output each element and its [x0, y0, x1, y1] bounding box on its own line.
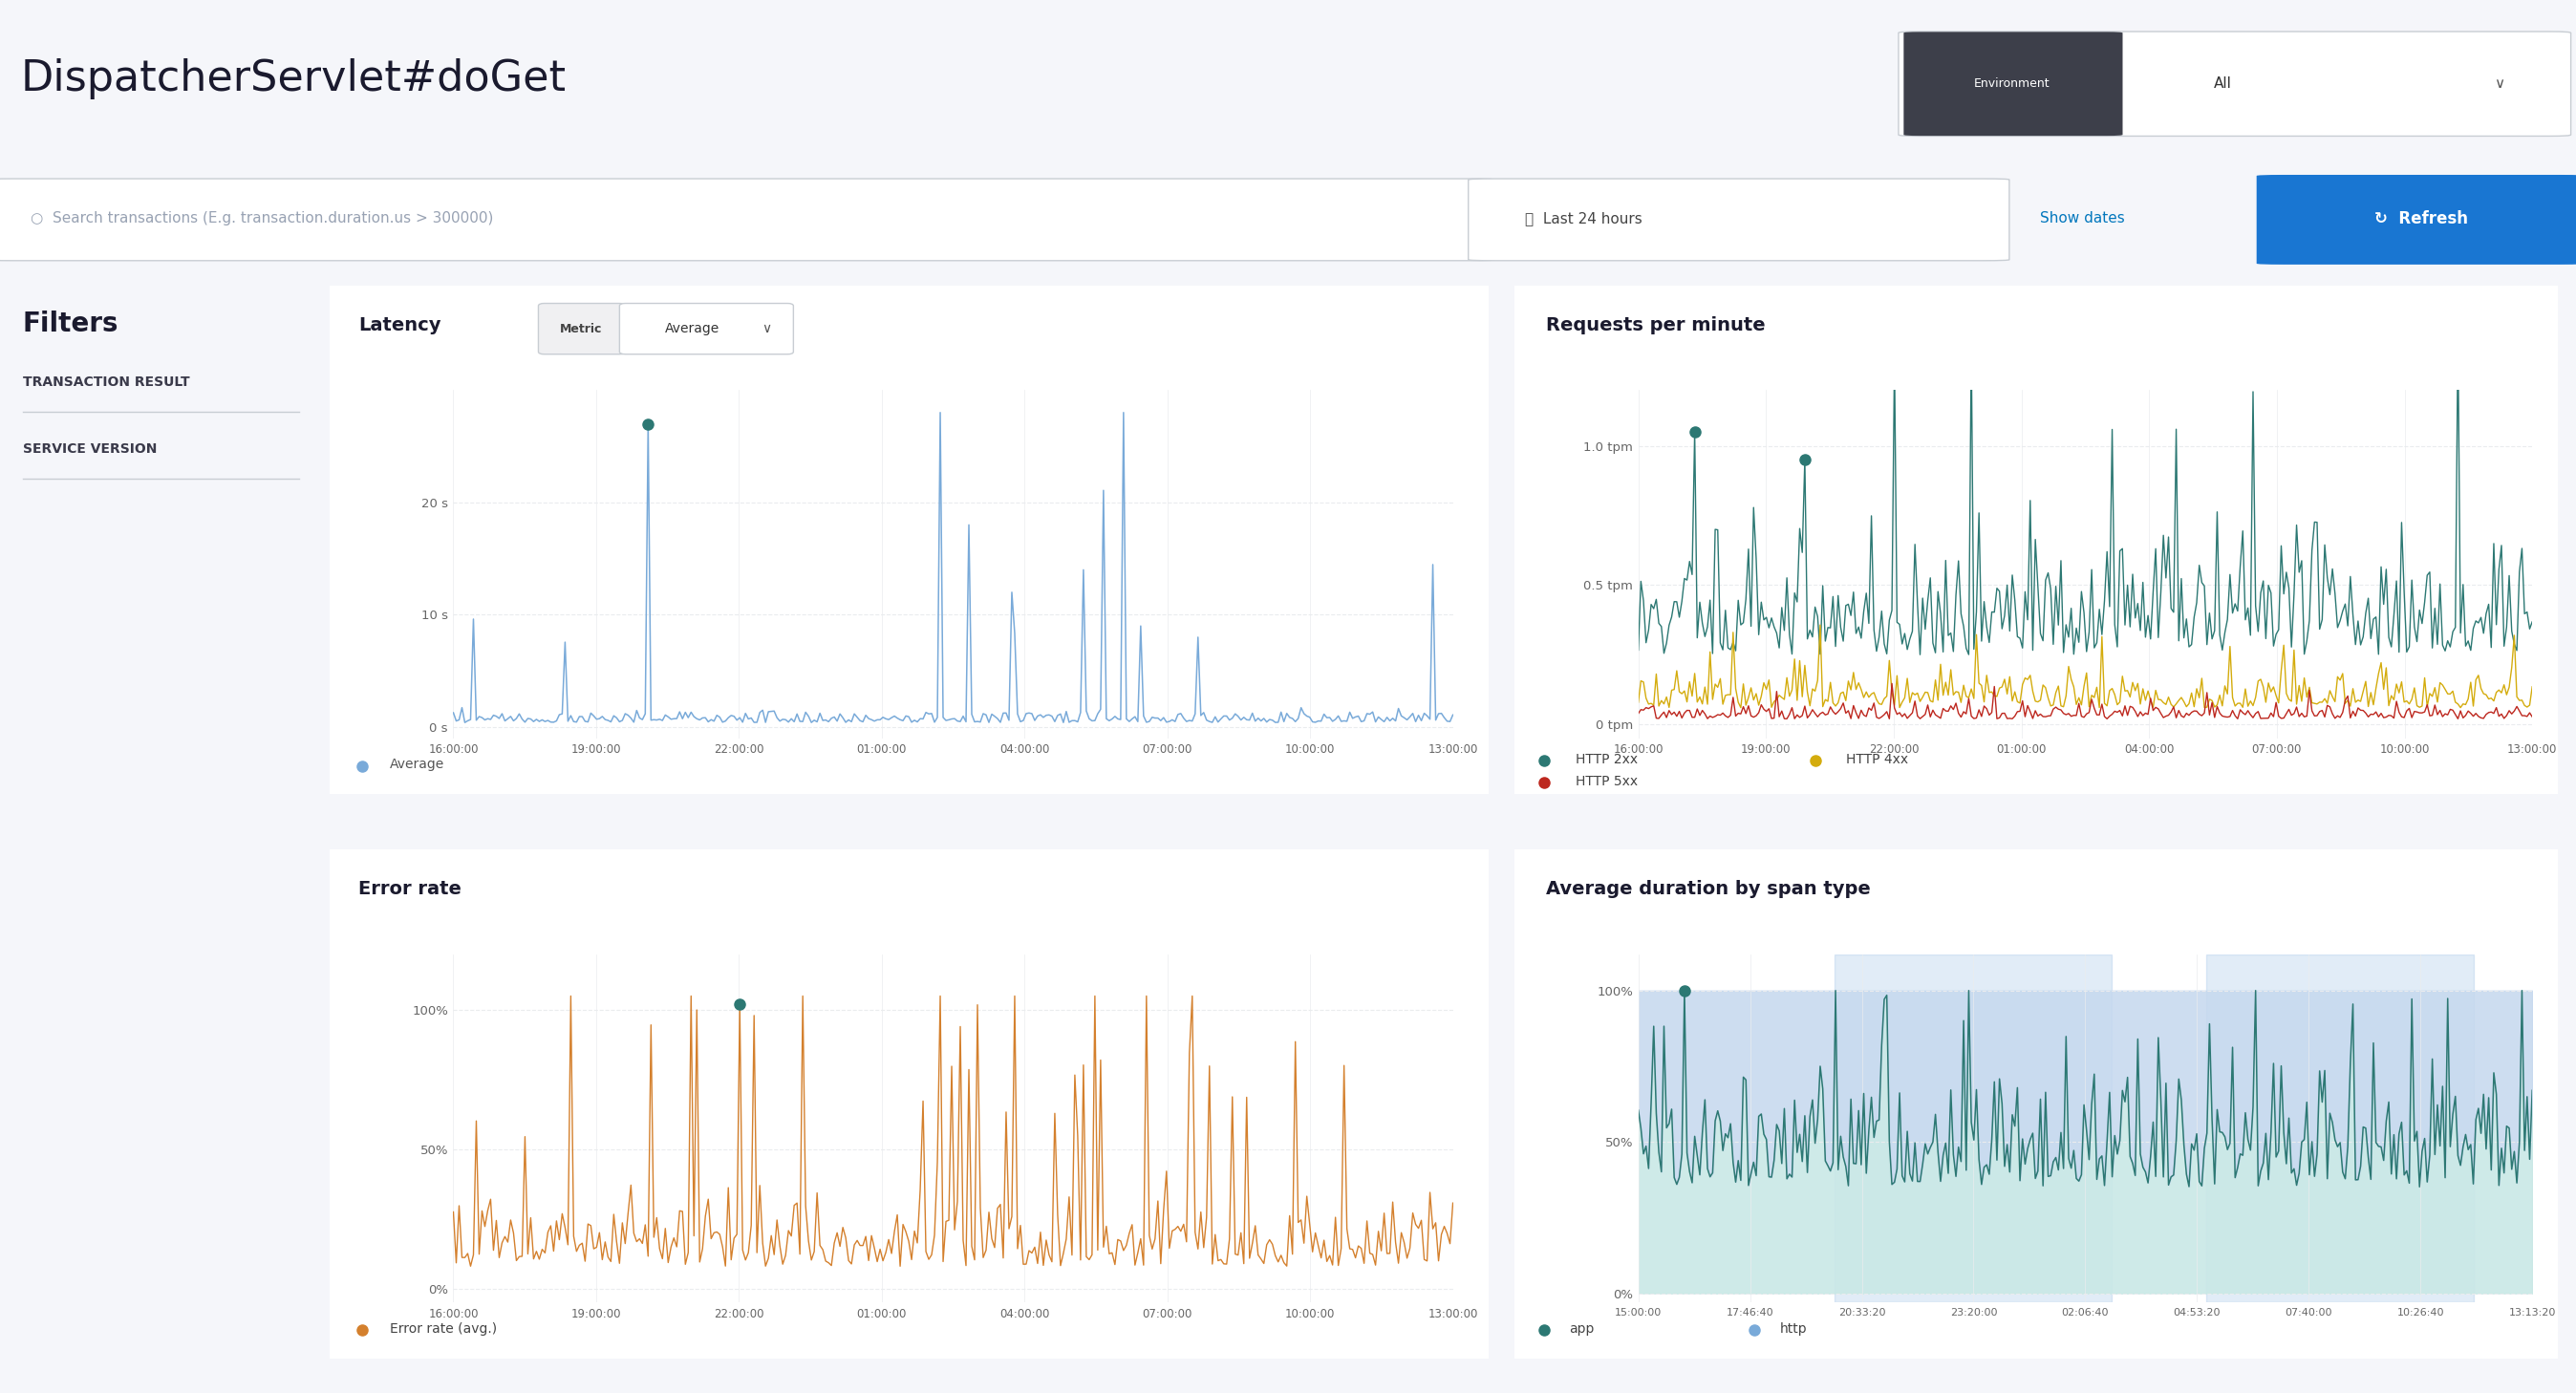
Text: HTTP 2xx: HTTP 2xx: [1574, 752, 1638, 766]
FancyBboxPatch shape: [319, 281, 1499, 798]
FancyBboxPatch shape: [2257, 174, 2576, 265]
FancyBboxPatch shape: [1468, 178, 2009, 260]
Text: Environment: Environment: [1973, 78, 2050, 91]
FancyBboxPatch shape: [621, 304, 793, 354]
FancyBboxPatch shape: [1899, 32, 2571, 137]
Text: SERVICE VERSION: SERVICE VERSION: [23, 442, 157, 456]
FancyBboxPatch shape: [0, 178, 1494, 260]
FancyBboxPatch shape: [1507, 281, 2566, 798]
FancyBboxPatch shape: [319, 846, 1499, 1362]
Text: http: http: [1780, 1322, 1806, 1336]
Text: Average: Average: [389, 758, 446, 772]
Text: Metric: Metric: [559, 323, 603, 334]
Text: ∨: ∨: [762, 322, 773, 336]
Text: Filters: Filters: [23, 311, 118, 337]
Text: All: All: [2213, 77, 2233, 91]
Text: Average duration by span type: Average duration by span type: [1546, 880, 1870, 898]
Text: HTTP 5xx: HTTP 5xx: [1574, 775, 1638, 788]
Text: Latency: Latency: [358, 316, 440, 334]
Text: ↻  Refresh: ↻ Refresh: [2375, 210, 2468, 227]
Text: ∨: ∨: [2494, 77, 2504, 91]
Text: TRANSACTION RESULT: TRANSACTION RESULT: [23, 375, 191, 389]
FancyBboxPatch shape: [538, 304, 626, 354]
Text: DispatcherServlet#doGet: DispatcherServlet#doGet: [21, 59, 567, 99]
Text: 📅  Last 24 hours: 📅 Last 24 hours: [1525, 212, 1643, 226]
Text: HTTP 4xx: HTTP 4xx: [1847, 752, 1909, 766]
Bar: [1834, 954, 2112, 1302]
Text: Requests per minute: Requests per minute: [1546, 316, 1765, 334]
Text: Show dates: Show dates: [2040, 212, 2125, 226]
Text: ○  Search transactions (E.g. transaction.duration.us > 300000): ○ Search transactions (E.g. transaction.…: [31, 212, 495, 226]
Text: Error rate (avg.): Error rate (avg.): [389, 1322, 497, 1336]
Text: Error rate: Error rate: [358, 880, 461, 898]
FancyBboxPatch shape: [1904, 32, 2123, 135]
Text: app: app: [1569, 1322, 1595, 1336]
Bar: [2205, 954, 2473, 1302]
FancyBboxPatch shape: [1507, 846, 2566, 1362]
Text: Average: Average: [665, 322, 719, 336]
